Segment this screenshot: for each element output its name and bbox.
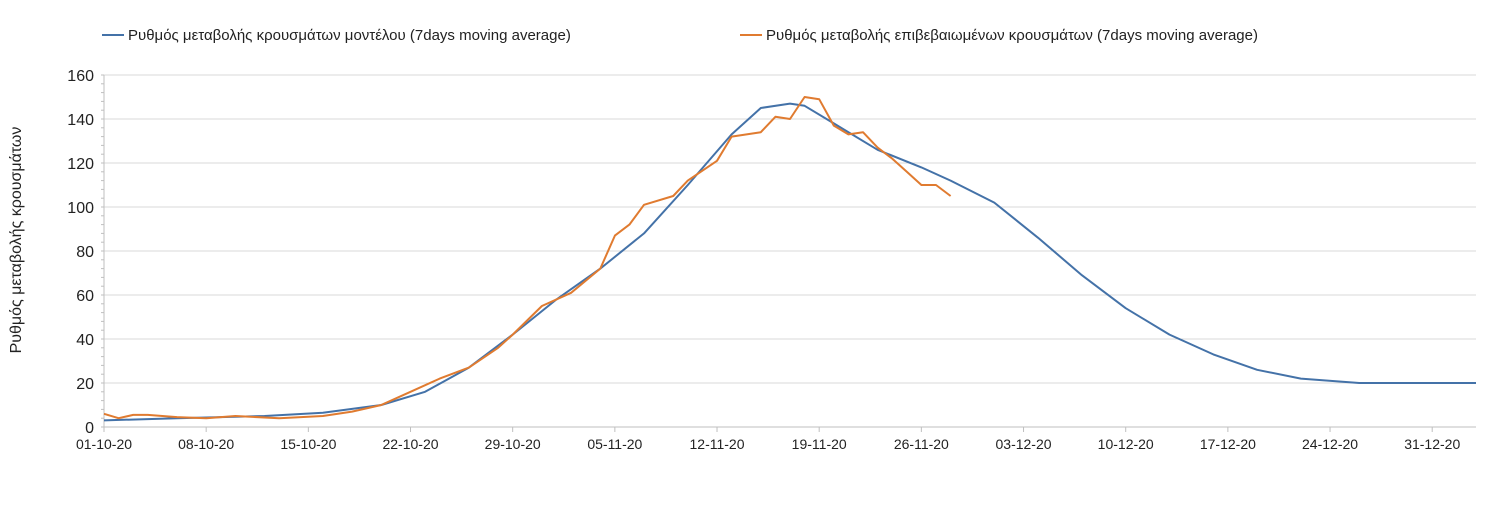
y-tick-label: 40 — [76, 332, 94, 349]
x-tick-label: 01-10-20 — [76, 436, 132, 452]
legend-label-confirmed: Ρυθμός μεταβολής επιβεβαιωμένων κρουσμάτ… — [766, 27, 1258, 44]
gridlines — [104, 74, 1476, 384]
y-tick-label: 160 — [67, 68, 94, 85]
y-tick-label: 100 — [67, 200, 94, 217]
series-line-model — [103, 102, 1476, 422]
axes — [101, 74, 1476, 428]
x-tick-label: 12-11-20 — [690, 436, 745, 452]
series-line-confirmed — [103, 96, 952, 420]
x-tick-label: 08-10-20 — [178, 436, 234, 452]
y-tick-label: 80 — [76, 244, 94, 261]
x-tick-label: 17-12-20 — [1200, 436, 1256, 452]
x-tick-label: 22-10-20 — [382, 436, 438, 452]
y-tick-label: 20 — [76, 376, 94, 393]
x-tick-label: 15-10-20 — [280, 436, 336, 452]
x-tick-label: 24-12-20 — [1302, 436, 1358, 452]
chart-legend: Ρυθμός μεταβολής κρουσμάτων μοντέλου (7d… — [102, 27, 1258, 44]
x-tick-label: 19-11-20 — [792, 436, 847, 452]
x-tick-label: 26-11-20 — [894, 436, 949, 452]
x-axis-ticks: 01-10-20 08-10-20 15-10-20 22-10-20 29-10-20… — [76, 427, 1460, 452]
x-tick-label: 29-10-20 — [485, 436, 541, 452]
y-tick-label: 120 — [67, 156, 94, 173]
y-tick-label: 60 — [76, 288, 94, 305]
x-tick-label: 03-12-20 — [996, 436, 1052, 452]
y-tick-label: 140 — [67, 112, 94, 129]
y-axis-label: Ρυθμός μεταβολής κρουσμάτων — [8, 127, 25, 354]
x-tick-label: 10-12-20 — [1098, 436, 1154, 452]
y-tick-label: 0 — [85, 420, 94, 437]
y-axis-ticks: 0 20 40 60 80 100 120 140 160 — [67, 68, 94, 437]
x-tick-label: 05-11-20 — [587, 436, 642, 452]
legend-label-model: Ρυθμός μεταβολής κρουσμάτων μοντέλου (7d… — [128, 27, 571, 44]
x-tick-label: 31-12-20 — [1404, 436, 1460, 452]
series-lines — [103, 96, 1476, 422]
